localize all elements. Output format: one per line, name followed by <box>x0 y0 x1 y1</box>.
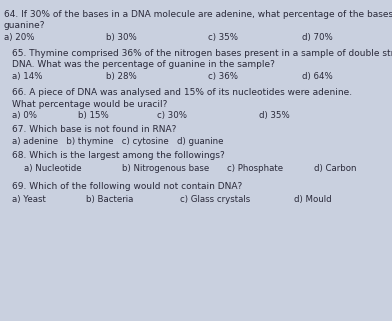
Text: d) Carbon: d) Carbon <box>314 164 356 173</box>
Text: c) 35%: c) 35% <box>208 33 238 42</box>
Text: a) Nucleotide: a) Nucleotide <box>24 164 81 173</box>
Text: b) 28%: b) 28% <box>106 72 136 81</box>
Text: 66. A piece of DNA was analysed and 15% of its nucleotides were adenine.: 66. A piece of DNA was analysed and 15% … <box>12 88 352 97</box>
Text: c) 36%: c) 36% <box>208 72 238 81</box>
Text: a) 14%: a) 14% <box>12 72 42 81</box>
Text: d) 35%: d) 35% <box>259 111 289 120</box>
Text: 67. Which base is not found in RNA?: 67. Which base is not found in RNA? <box>12 125 176 134</box>
Text: 68. Which is the largest among the followings?: 68. Which is the largest among the follo… <box>12 151 225 160</box>
Text: a) 20%: a) 20% <box>4 33 34 42</box>
Text: a) Yeast: a) Yeast <box>12 195 45 204</box>
Text: c) 30%: c) 30% <box>157 111 187 120</box>
Text: d) 64%: d) 64% <box>302 72 332 81</box>
Text: What percentage would be uracil?: What percentage would be uracil? <box>12 100 167 108</box>
Text: b) Bacteria: b) Bacteria <box>86 195 134 204</box>
Text: b) Nitrogenous base: b) Nitrogenous base <box>122 164 209 173</box>
Text: 65. Thymine comprised 36% of the nitrogen bases present in a sample of double st: 65. Thymine comprised 36% of the nitroge… <box>12 49 392 58</box>
Text: d) 70%: d) 70% <box>302 33 332 42</box>
Text: d) Mould: d) Mould <box>294 195 332 204</box>
Text: guanine?: guanine? <box>4 21 45 30</box>
Text: a) 0%: a) 0% <box>12 111 37 120</box>
Text: 69. Which of the following would not contain DNA?: 69. Which of the following would not con… <box>12 182 242 191</box>
Text: a) adenine   b) thymine   c) cytosine   d) guanine: a) adenine b) thymine c) cytosine d) gua… <box>12 137 223 146</box>
Text: c) Phosphate: c) Phosphate <box>227 164 283 173</box>
Text: c) Glass crystals: c) Glass crystals <box>180 195 250 204</box>
Text: b) 15%: b) 15% <box>78 111 109 120</box>
Text: DNA. What was the percentage of guanine in the sample?: DNA. What was the percentage of guanine … <box>12 60 275 69</box>
Text: 64. If 30% of the bases in a DNA molecule are adenine, what percentage of the ba: 64. If 30% of the bases in a DNA molecul… <box>4 10 392 19</box>
Text: b) 30%: b) 30% <box>106 33 136 42</box>
